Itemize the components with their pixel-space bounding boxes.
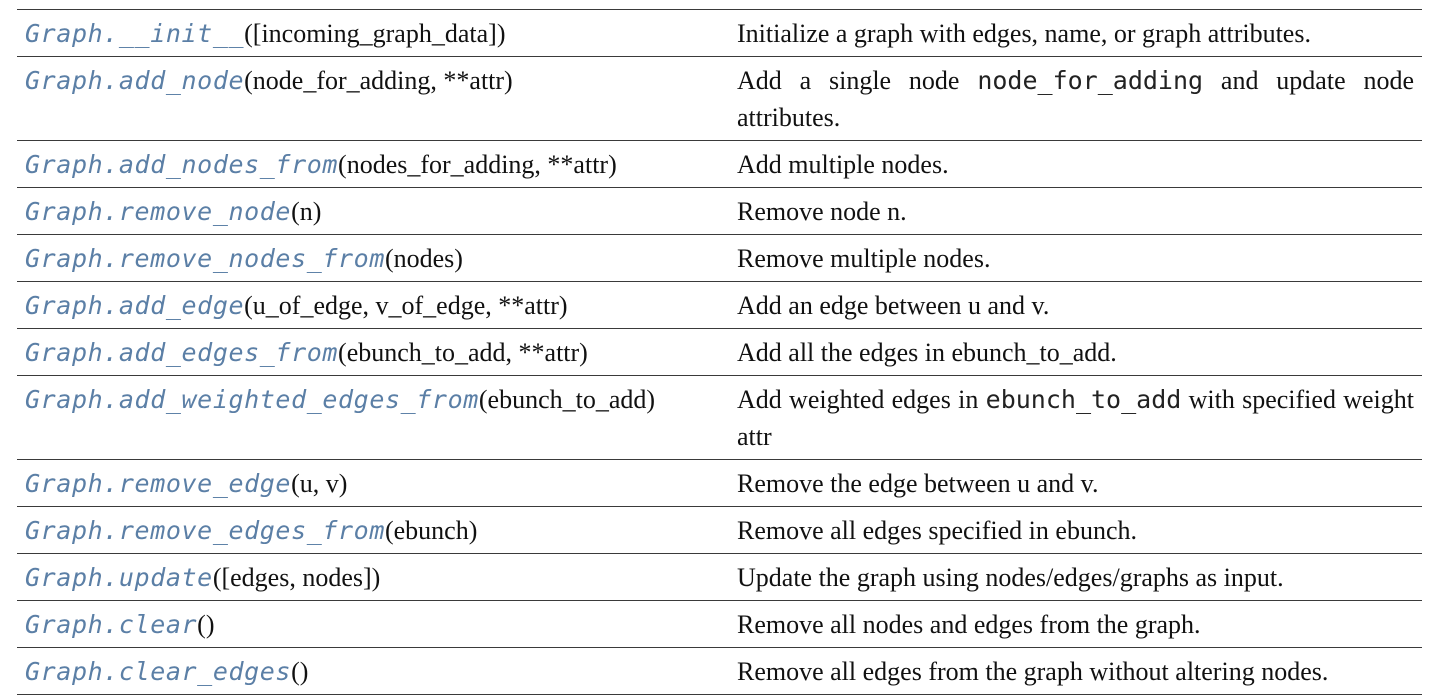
description-text: Initialize a graph with edges, name, or … — [737, 19, 1311, 48]
method-description-cell: Remove all edges specified in ebunch. — [729, 506, 1422, 554]
method-signature-cell: Graph.add_node(node_for_adding, **attr) — [17, 56, 729, 141]
table-row: Graph.remove_edges_from(ebunch) Remove al… — [17, 506, 1422, 554]
method-description-cell: Add weighted edges in ebunch_to_add with… — [729, 375, 1422, 460]
method-params: ([incoming_graph_data]) — [244, 19, 506, 48]
method-params: (u, v) — [291, 469, 348, 498]
method-params: (ebunch_to_add) — [478, 385, 656, 414]
method-link[interactable]: Graph.clear_edges — [25, 657, 292, 686]
method-summary-body: Graph.__init__([incoming_graph_data]) Ini… — [17, 9, 1422, 695]
table-row: Graph.remove_nodes_from(nodes) Remove mul… — [17, 234, 1422, 282]
method-description-cell: Remove all edges from the graph without … — [729, 647, 1422, 695]
method-signature-cell: Graph.add_nodes_from(nodes_for_adding, *… — [17, 140, 729, 188]
method-link[interactable]: Graph.add_edges_from — [25, 338, 339, 367]
description-text: Remove all nodes and edges from the grap… — [737, 610, 1201, 639]
table-row: Graph.add_node(node_for_adding, **attr) A… — [17, 56, 1422, 141]
method-link[interactable]: Graph.add_nodes_from — [25, 150, 339, 179]
description-text: Add weighted edges in — [737, 385, 986, 414]
table-row: Graph.clear() Remove all nodes and edges … — [17, 600, 1422, 648]
method-signature-cell: Graph.add_weighted_edges_from(ebunch_to_… — [17, 375, 729, 460]
method-link[interactable]: Graph.remove_node — [25, 197, 292, 226]
description-text: Remove all edges specified in ebunch. — [737, 516, 1137, 545]
table-row: Graph.clear_edges() Remove all edges from… — [17, 647, 1422, 695]
table-row: Graph.add_edges_from(ebunch_to_add, **at… — [17, 328, 1422, 376]
method-link[interactable]: Graph.update — [25, 563, 213, 592]
method-description-cell: Update the graph using nodes/edges/graph… — [729, 553, 1422, 601]
method-signature-cell: Graph.add_edge(u_of_edge, v_of_edge, **a… — [17, 281, 729, 329]
method-summary-table: Graph.__init__([incoming_graph_data]) Ini… — [17, 9, 1422, 695]
method-link[interactable]: Graph.remove_edges_from — [25, 516, 385, 545]
description-text: with specified weight attr — [737, 385, 1414, 451]
method-description-cell: Remove multiple nodes. — [729, 234, 1422, 282]
method-params: () — [291, 657, 309, 686]
method-link[interactable]: Graph.clear — [25, 610, 198, 639]
method-link[interactable]: Graph.add_node — [25, 66, 245, 95]
method-description-cell: Add an edge between u and v. — [729, 281, 1422, 329]
table-row: Graph.__init__([incoming_graph_data]) Ini… — [17, 9, 1422, 57]
inline-code: node_for_adding — [977, 66, 1204, 95]
method-description-cell: Remove the edge between u and v. — [729, 459, 1422, 507]
description-text: Remove node n. — [737, 197, 907, 226]
method-signature-cell: Graph.clear_edges() — [17, 647, 729, 695]
method-signature-cell: Graph.remove_edges_from(ebunch) — [17, 506, 729, 554]
method-params: () — [197, 610, 215, 639]
method-params: (ebunch) — [384, 516, 478, 545]
description-text: and update node attributes. — [737, 66, 1414, 132]
method-link[interactable]: Graph.add_weighted_edges_from — [25, 385, 479, 414]
description-text: Add multiple nodes. — [737, 150, 949, 179]
table-row: Graph.add_nodes_from(nodes_for_adding, *… — [17, 140, 1422, 188]
method-params: (u_of_edge, v_of_edge, **attr) — [244, 291, 568, 320]
description-text: Remove all edges from the graph without … — [737, 657, 1329, 686]
description-text: Remove multiple nodes. — [737, 244, 991, 273]
method-description-cell: Add a single node node_for_adding and up… — [729, 56, 1422, 141]
table-row: Graph.add_weighted_edges_from(ebunch_to_… — [17, 375, 1422, 460]
method-signature-cell: Graph.remove_edge(u, v) — [17, 459, 729, 507]
method-link[interactable]: Graph.__init__ — [25, 19, 245, 48]
method-params: (nodes_for_adding, **attr) — [338, 150, 617, 179]
method-params: (n) — [291, 197, 322, 226]
table-row: Graph.remove_edge(u, v) Remove the edge b… — [17, 459, 1422, 507]
method-signature-cell: Graph.update([edges, nodes]) — [17, 553, 729, 601]
method-params: (node_for_adding, **attr) — [244, 66, 513, 95]
method-signature-cell: Graph.add_edges_from(ebunch_to_add, **at… — [17, 328, 729, 376]
method-signature-cell: Graph.__init__([incoming_graph_data]) — [17, 9, 729, 57]
description-text: Add a single node — [737, 66, 978, 95]
method-link[interactable]: Graph.add_edge — [25, 291, 245, 320]
method-description-cell: Initialize a graph with edges, name, or … — [729, 9, 1422, 57]
method-signature-cell: Graph.remove_nodes_from(nodes) — [17, 234, 729, 282]
method-description-cell: Remove node n. — [729, 187, 1422, 235]
method-signature-cell: Graph.clear() — [17, 600, 729, 648]
table-row: Graph.update([edges, nodes]) Update the g… — [17, 553, 1422, 601]
description-text: Add all the edges in ebunch_to_add. — [737, 338, 1117, 367]
method-params: (nodes) — [384, 244, 463, 273]
method-signature-cell: Graph.remove_node(n) — [17, 187, 729, 235]
description-text: Add an edge between u and v. — [737, 291, 1050, 320]
method-link[interactable]: Graph.remove_edge — [25, 469, 292, 498]
method-params: ([edges, nodes]) — [212, 563, 381, 592]
method-params: (ebunch_to_add, **attr) — [338, 338, 588, 367]
description-text: Remove the edge between u and v. — [737, 469, 1099, 498]
method-description-cell: Add all the edges in ebunch_to_add. — [729, 328, 1422, 376]
table-row: Graph.remove_node(n) Remove node n. — [17, 187, 1422, 235]
inline-code: ebunch_to_add — [985, 385, 1182, 414]
description-text: Update the graph using nodes/edges/graph… — [737, 563, 1284, 592]
method-link[interactable]: Graph.remove_nodes_from — [25, 244, 385, 273]
method-description-cell: Remove all nodes and edges from the grap… — [729, 600, 1422, 648]
table-row: Graph.add_edge(u_of_edge, v_of_edge, **a… — [17, 281, 1422, 329]
method-description-cell: Add multiple nodes. — [729, 140, 1422, 188]
